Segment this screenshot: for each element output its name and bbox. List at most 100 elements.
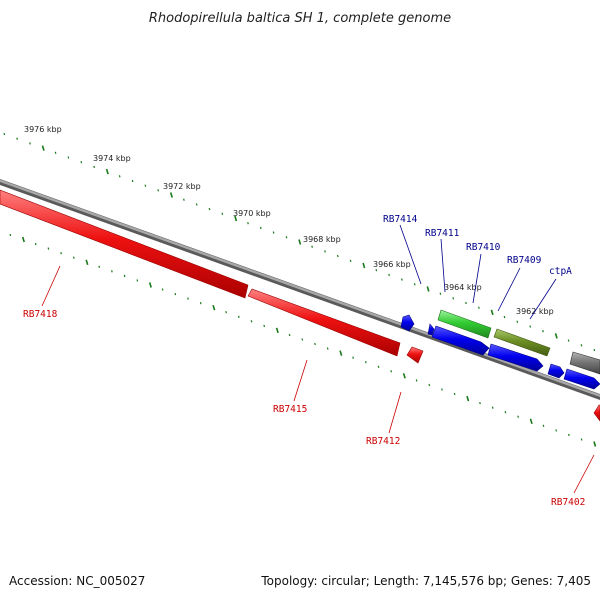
gene-RB7410[interactable] — [431, 325, 490, 356]
gene-RB7415[interactable] — [247, 288, 401, 357]
gene-unlabeled-grey[interactable] — [569, 351, 600, 375]
gene-forward-edge[interactable] — [563, 368, 600, 390]
major-tick — [593, 441, 597, 447]
minor-tick — [375, 269, 378, 272]
inner-scale-ticks — [9, 233, 597, 447]
major-tick — [212, 304, 216, 311]
minor-tick — [311, 245, 313, 248]
scale-label: 3972 kbp — [163, 182, 201, 191]
minor-tick — [529, 325, 532, 328]
minor-tick — [349, 259, 352, 262]
major-tick — [21, 236, 25, 243]
gene-RB7414[interactable] — [400, 314, 415, 332]
minor-tick — [9, 233, 12, 237]
minor-tick — [580, 344, 583, 347]
major-tick — [169, 192, 173, 198]
minor-tick — [580, 438, 583, 441]
minor-tick — [555, 429, 558, 432]
minor-tick — [60, 252, 62, 255]
minor-tick — [67, 156, 70, 159]
genome-backbone — [0, 179, 600, 400]
minor-tick — [352, 356, 354, 359]
major-tick — [234, 215, 238, 222]
minor-tick — [453, 392, 456, 396]
minor-tick — [542, 424, 545, 427]
label-ctpA[interactable]: ctpA — [549, 266, 572, 277]
label-RB7411[interactable]: RB7411 — [425, 228, 460, 239]
minor-tick — [568, 433, 570, 437]
minor-tick — [259, 226, 262, 230]
minor-tick — [80, 161, 83, 164]
forward-leaders — [399, 224, 557, 320]
minor-tick — [336, 254, 339, 258]
minor-tick — [144, 184, 147, 187]
minor-tick — [390, 370, 393, 373]
gene-RB7418[interactable] — [0, 189, 249, 299]
minor-tick — [288, 333, 291, 337]
scale-label: 3964 kbp — [444, 283, 482, 292]
reverse-leaders — [41, 265, 595, 494]
gene-ctpA[interactable] — [547, 363, 565, 379]
gene-RB7412[interactable] — [406, 346, 424, 364]
gene-forward-mid[interactable] — [487, 343, 544, 372]
minor-tick — [465, 301, 467, 305]
minor-tick — [478, 306, 480, 309]
major-tick — [339, 350, 343, 356]
minor-tick — [136, 279, 139, 282]
minor-tick — [174, 292, 177, 296]
map-title: Rhodopirellula baltica SH 1, complete ge… — [149, 11, 451, 26]
minor-tick — [364, 361, 367, 364]
gene-forward-small[interactable] — [427, 323, 435, 336]
minor-tick — [301, 338, 304, 341]
forward-genes — [400, 314, 600, 390]
minor-tick — [29, 142, 31, 145]
scale-label: 3976 kbp — [24, 125, 62, 134]
major-tick — [490, 309, 494, 316]
major-tick — [426, 286, 430, 292]
major-tick — [85, 259, 89, 266]
scale-label: 3968 kbp — [303, 235, 341, 244]
scale-label: 3966 kbp — [373, 260, 411, 269]
minor-tick — [157, 189, 160, 192]
minor-tick — [208, 207, 211, 211]
minor-tick — [272, 231, 275, 234]
minor-tick — [221, 212, 224, 215]
minor-tick — [3, 132, 6, 136]
major-tick — [298, 239, 302, 245]
minor-tick — [314, 342, 316, 346]
minor-tick — [187, 297, 189, 300]
label-RB7414[interactable]: RB7414 — [383, 214, 418, 225]
forward-labels: RB7414 RB7411 RB7410 RB7409 ctpA — [383, 214, 572, 277]
minor-tick — [72, 256, 75, 259]
minor-tick — [479, 401, 481, 405]
minor-tick — [593, 348, 596, 352]
major-tick — [105, 168, 109, 175]
major-tick — [275, 327, 279, 334]
label-RB7415[interactable]: RB7415 — [273, 404, 307, 415]
label-RB7409[interactable]: RB7409 — [507, 255, 542, 266]
label-RB7410[interactable]: RB7410 — [466, 242, 501, 253]
minor-tick — [504, 411, 507, 414]
genome-summary-text: Topology: circular; Length: 7,145,576 bp… — [260, 574, 591, 588]
gene-RB7409[interactable] — [493, 328, 551, 357]
minor-tick — [542, 330, 544, 333]
gene-RB7402[interactable] — [593, 404, 600, 422]
minor-tick — [324, 250, 326, 253]
minor-tick — [452, 297, 455, 300]
minor-tick — [161, 288, 164, 291]
major-tick — [554, 333, 558, 339]
minor-tick — [413, 283, 416, 286]
major-tick — [402, 373, 406, 379]
minor-tick — [377, 365, 380, 368]
label-RB7412[interactable]: RB7412 — [366, 436, 400, 447]
scale-label: 3970 kbp — [233, 209, 271, 218]
rna-features — [437, 309, 600, 375]
label-RB7418[interactable]: RB7418 — [23, 309, 58, 320]
minor-tick — [111, 270, 113, 273]
gene-RB7411[interactable] — [437, 309, 492, 339]
minor-tick — [54, 151, 57, 154]
label-RB7402[interactable]: RB7402 — [551, 497, 585, 508]
minor-tick — [388, 273, 390, 277]
minor-tick — [34, 242, 37, 246]
